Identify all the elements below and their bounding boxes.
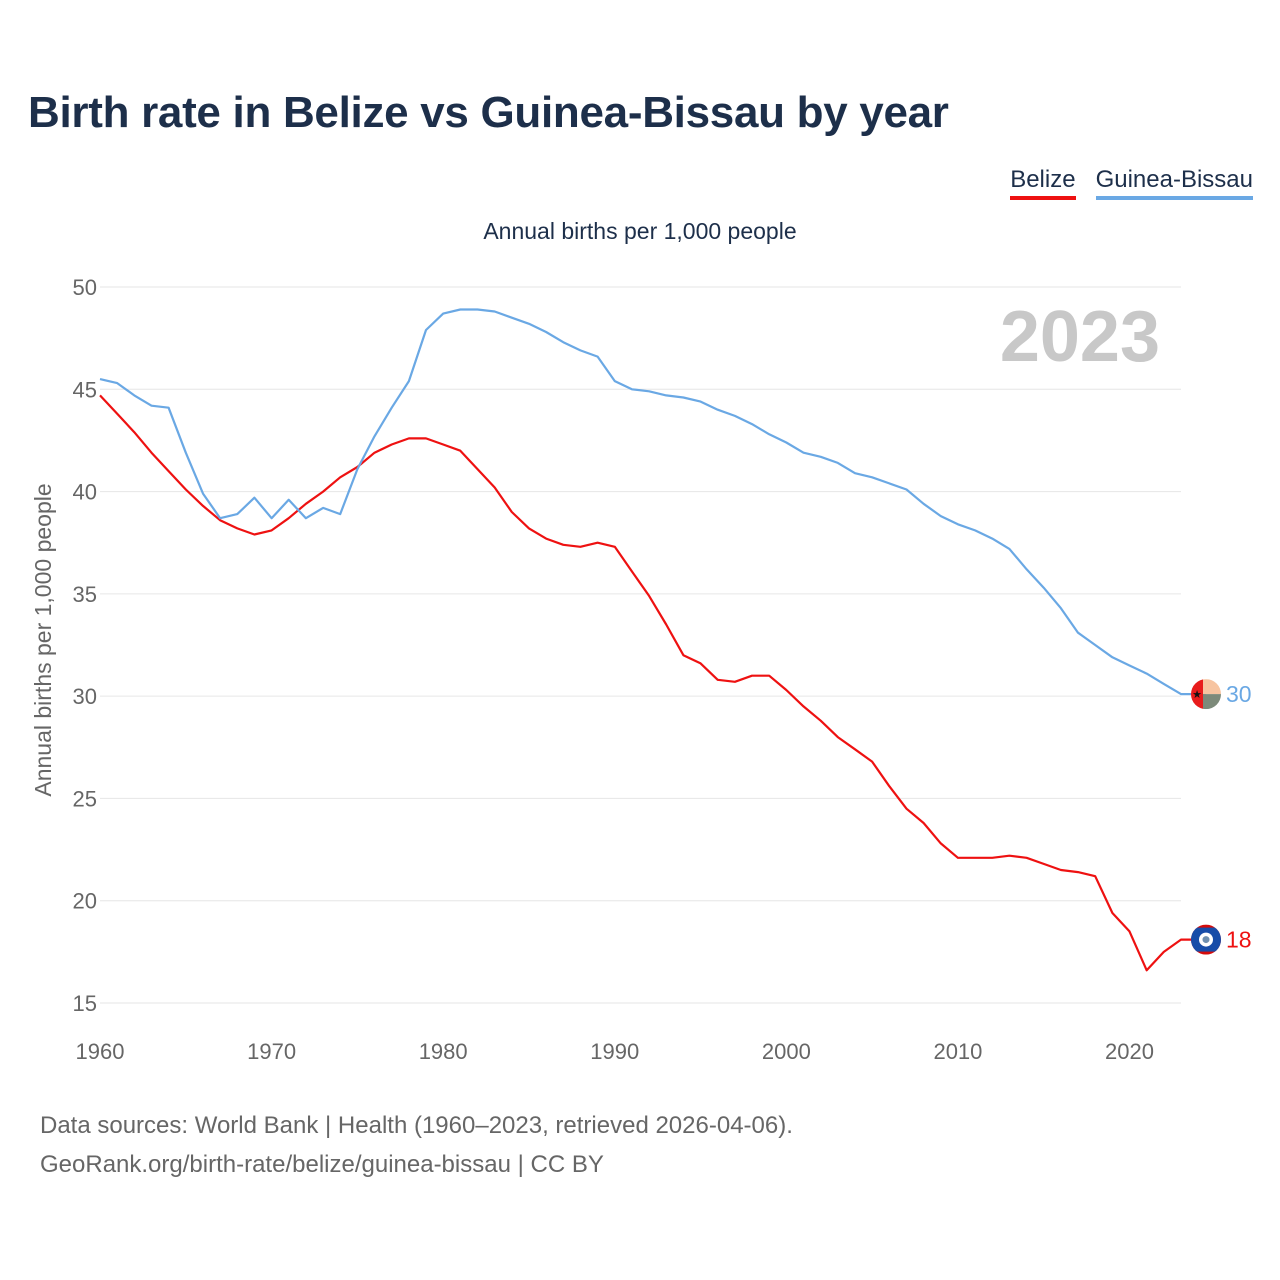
x-tick-label: 1990 [590, 1039, 639, 1064]
svg-text:★: ★ [1192, 688, 1202, 701]
x-tick-label: 1960 [76, 1039, 125, 1064]
footer: Data sources: World Bank | Health (1960–… [40, 1106, 793, 1184]
chart-subtitle: Annual births per 1,000 people [483, 218, 797, 244]
y-axis-title: Annual births per 1,000 people [30, 483, 56, 796]
series-lines [99, 308, 1206, 972]
legend-item-belize[interactable]: Belize [1010, 166, 1076, 200]
guinea-bissau-end-value: 30 [1226, 681, 1252, 707]
y-tick-label: 30 [73, 684, 97, 709]
x-tick-label: 2000 [762, 1039, 811, 1064]
y-tick-label: 35 [73, 582, 97, 607]
series-line-belize [99, 394, 1206, 972]
page-title: Birth rate in Belize vs Guinea-Bissau by… [28, 88, 949, 137]
legend-item-guinea-bissau[interactable]: Guinea-Bissau [1095, 166, 1253, 200]
x-tick-label: 2010 [933, 1039, 982, 1064]
y-tick-label: 15 [73, 991, 97, 1016]
y-tick-label: 45 [73, 377, 97, 402]
x-tick-label: 2020 [1105, 1039, 1154, 1064]
data-sources-note: Data sources: World Bank | Health (1960–… [40, 1112, 793, 1139]
line-chart: 2023 15 20 25 30 35 40 45 50 1960 1970 1980 1990 20… [30, 275, 1252, 1064]
y-tick-label: 20 [73, 889, 97, 914]
x-tick-label: 1980 [419, 1039, 468, 1064]
series-line-guinea-bissau [99, 308, 1206, 696]
y-axis-ticks: 15 20 25 30 35 40 45 50 [73, 275, 97, 1016]
series-end-markers: ★ 30 18 [1191, 679, 1252, 955]
guinea-bissau-flag-icon: ★ [1191, 679, 1221, 710]
y-tick-label: 40 [73, 480, 97, 505]
belize-flag-icon [1191, 924, 1221, 955]
belize-end-value: 18 [1226, 927, 1252, 953]
gridlines [100, 286, 1181, 1004]
x-tick-label: 1970 [247, 1039, 296, 1064]
attribution-link[interactable]: GeoRank.org/birth-rate/belize/guinea-bis… [40, 1151, 604, 1178]
y-tick-label: 25 [73, 786, 97, 811]
x-axis-ticks: 1960 1970 1980 1990 2000 2010 2020 [76, 1039, 1154, 1064]
legend: Belize Guinea-Bissau [1010, 166, 1253, 200]
y-tick-label: 50 [73, 275, 97, 300]
year-watermark: 2023 [1000, 297, 1160, 377]
